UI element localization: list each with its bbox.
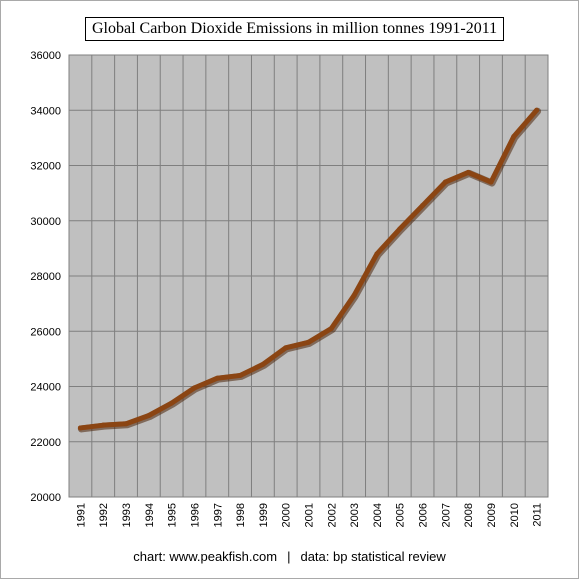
y-tick-label: 32000 [30,161,61,173]
data-point [123,421,129,427]
data-point [465,169,471,175]
chart-title: Global Carbon Dioxide Emissions in milli… [85,17,505,41]
footer-separator: | [287,549,291,564]
x-tick-label: 2000 [281,503,293,527]
x-tick-label: 1994 [144,503,156,527]
x-tick-label: 2004 [372,503,384,527]
x-axis-tick-labels: 1991 1992 1993 1994 1995 1996 1997 1998 1999 2000… [75,503,543,527]
y-tick-label: 36000 [30,50,61,62]
y-tick-label: 24000 [30,382,61,394]
data-point [420,203,426,209]
series-layer [77,107,542,433]
x-tick-label: 2005 [395,503,407,527]
x-tick-label: 1992 [98,503,110,527]
data-point [442,179,448,185]
chart-credit: chart: www.peakfish.com [133,549,278,564]
data-point [214,375,220,381]
data-point [283,345,289,351]
data-point [534,107,540,113]
x-tick-label: 2002 [326,503,338,527]
data-point [100,422,106,428]
x-tick-label: 2003 [349,503,361,527]
x-tick-label: 1993 [121,503,133,527]
x-tick-label: 2010 [509,503,521,527]
data-point [488,179,494,185]
x-tick-label: 2011 [532,503,544,527]
data-point [328,325,334,331]
y-axis-tick-labels: 20000 22000 24000 26000 28000 30000 32000 34000… [30,50,61,504]
x-tick-label: 1998 [235,503,247,527]
data-credit: data: bp statistical review [300,549,446,564]
footer: chart: www.peakfish.com | data: bp statist… [0,549,579,564]
x-tick-label: 2001 [304,503,316,527]
x-tick-label: 1995 [167,503,179,527]
data-point [511,133,517,139]
x-tick-label: 2006 [418,503,430,527]
y-tick-label: 20000 [30,492,61,504]
y-tick-label: 26000 [30,326,61,338]
data-point [237,372,243,378]
data-point [374,251,380,257]
data-point [306,339,311,345]
y-tick-label: 22000 [30,437,61,449]
horizontal-gridlines [69,54,548,498]
data-point [397,226,403,232]
data-point [351,292,357,298]
x-tick-label: 1997 [212,503,224,527]
data-point [191,385,197,391]
x-tick-label: 1991 [75,503,87,527]
x-tick-label: 1999 [258,503,270,527]
y-tick-label: 28000 [30,271,61,283]
data-point [77,425,83,431]
data-point [260,361,266,367]
x-tick-label: 2008 [463,503,475,527]
x-tick-label: 2009 [486,503,498,527]
data-point [146,413,152,419]
y-tick-label: 30000 [30,216,61,228]
x-tick-label: 1996 [189,503,201,527]
x-tick-label: 2007 [440,503,452,527]
y-tick-label: 34000 [30,105,61,117]
data-point [169,400,175,406]
